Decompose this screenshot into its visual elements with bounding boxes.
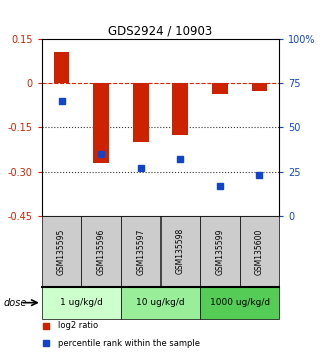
Bar bbox=[200, 216, 240, 287]
Text: dose: dose bbox=[3, 298, 27, 308]
Text: GSM135596: GSM135596 bbox=[97, 228, 106, 275]
Bar bbox=[133, 83, 149, 142]
Bar bbox=[42, 216, 81, 287]
Bar bbox=[172, 83, 188, 135]
Bar bbox=[212, 83, 228, 93]
Bar bbox=[42, 287, 121, 319]
Bar bbox=[240, 216, 279, 287]
Bar bbox=[121, 216, 160, 287]
Text: 1 ug/kg/d: 1 ug/kg/d bbox=[60, 298, 103, 307]
Bar bbox=[93, 83, 109, 163]
Text: GSM135595: GSM135595 bbox=[57, 228, 66, 275]
Bar bbox=[160, 216, 200, 287]
Bar bbox=[252, 83, 267, 91]
Text: 10 ug/kg/d: 10 ug/kg/d bbox=[136, 298, 185, 307]
Text: GSM135598: GSM135598 bbox=[176, 228, 185, 274]
Bar bbox=[54, 52, 69, 83]
Bar bbox=[121, 287, 200, 319]
Text: GSM135600: GSM135600 bbox=[255, 228, 264, 275]
Text: log2 ratio: log2 ratio bbox=[58, 321, 99, 330]
Text: 1000 ug/kg/d: 1000 ug/kg/d bbox=[210, 298, 270, 307]
Text: GSM135599: GSM135599 bbox=[215, 228, 224, 275]
Bar bbox=[81, 216, 121, 287]
Text: GDS2924 / 10903: GDS2924 / 10903 bbox=[108, 24, 213, 37]
Text: GSM135597: GSM135597 bbox=[136, 228, 145, 275]
Bar bbox=[200, 287, 279, 319]
Text: percentile rank within the sample: percentile rank within the sample bbox=[58, 339, 200, 348]
